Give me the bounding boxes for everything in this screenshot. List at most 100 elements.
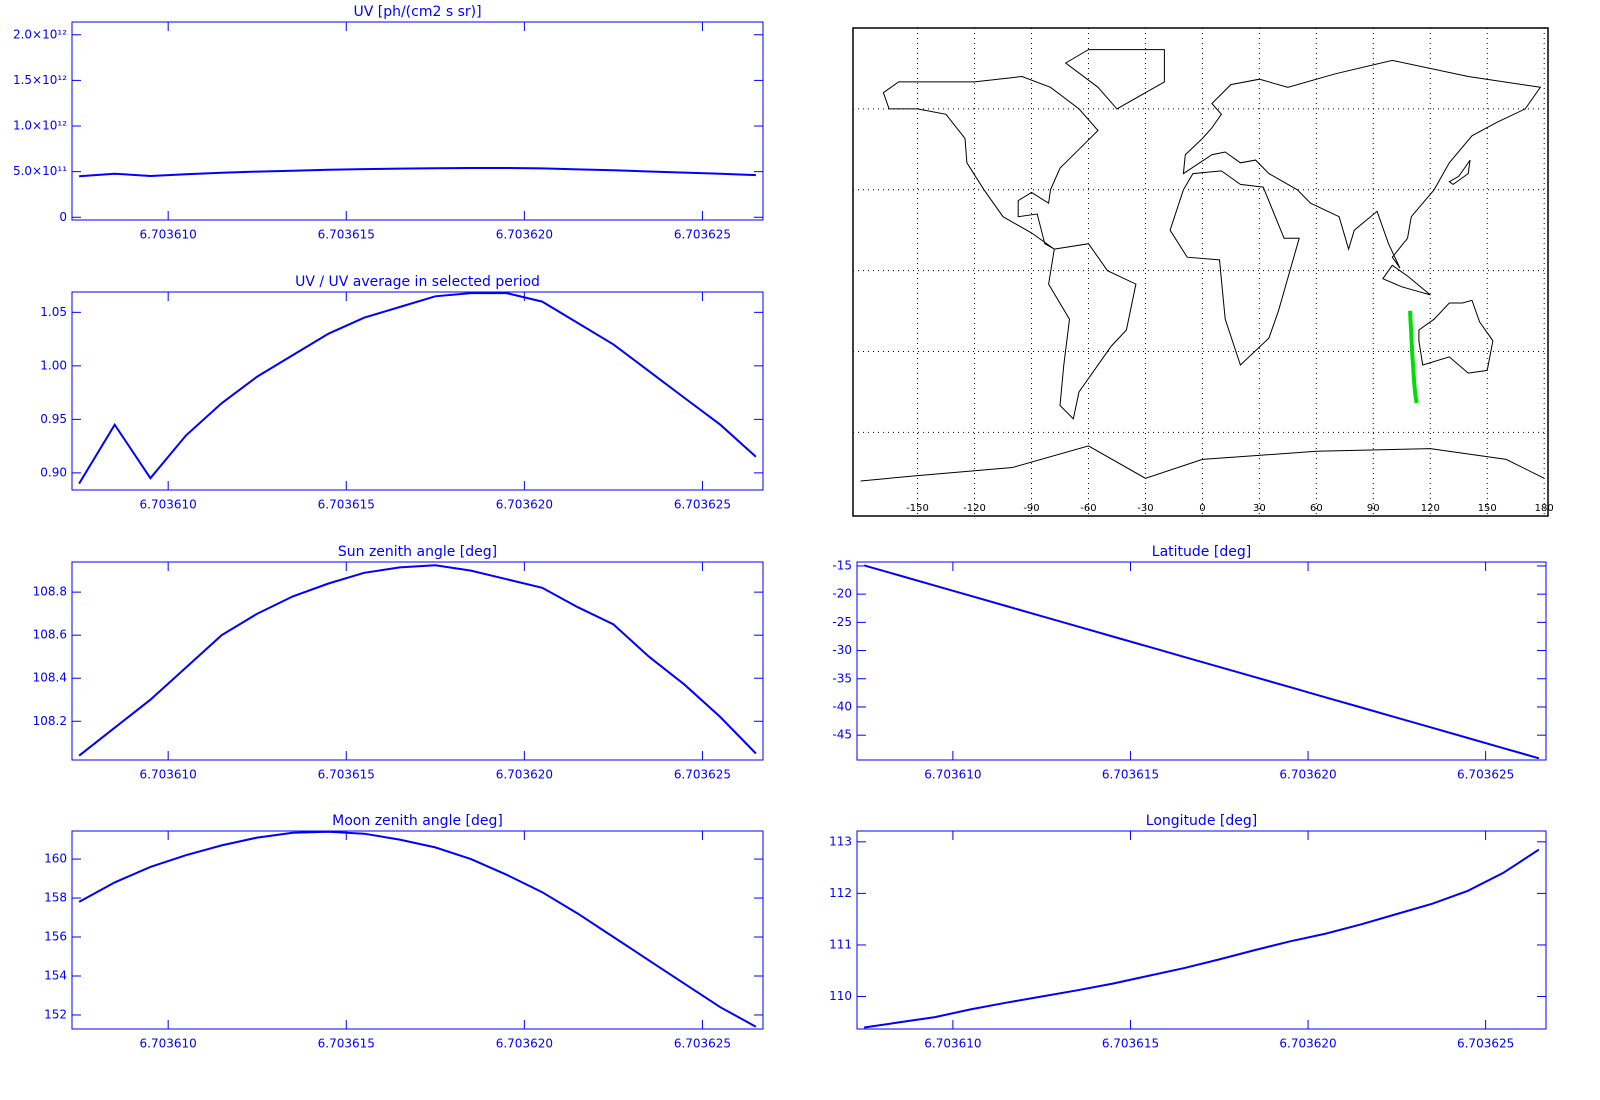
x-tick-label: -150: [906, 503, 929, 514]
data-line: [78, 564, 757, 757]
x-tick-label: 6.703615: [318, 1037, 375, 1051]
x-tick-label: 30: [1253, 503, 1266, 514]
x-tick-label: 120: [1421, 503, 1440, 514]
chart-title: Longitude [deg]: [1146, 813, 1257, 829]
x-tick-label: 6.703625: [674, 768, 731, 782]
coastline: [1448, 159, 1471, 186]
y-tick-label: 108.4: [33, 671, 67, 685]
panel: Sun zenith angle [deg] 6.703610 6.703615 6.…: [33, 544, 764, 782]
y-tick-label: 1.05: [40, 305, 67, 319]
coastline: [860, 445, 1545, 482]
y-tick-label: 5.0×10¹¹: [13, 164, 67, 178]
x-tick-label: -120: [963, 503, 986, 514]
y-tick-label: 156: [44, 930, 67, 944]
plot-frame: [71, 561, 764, 761]
x-tick-label: 6.703620: [496, 1037, 553, 1051]
y-tick-label: 154: [44, 968, 67, 982]
y-tick-label: 112: [829, 886, 852, 900]
panel: UV / UV average in selected period 6.7036…: [40, 274, 764, 512]
y-tick-label: 160: [44, 852, 67, 866]
y-tick-label: 113: [829, 834, 852, 848]
y-tick-label: 1.00: [40, 358, 67, 372]
y-tick-label: 1.5×10¹²: [13, 73, 67, 87]
y-tick-label: -40: [832, 699, 852, 713]
x-tick-label: 6.703615: [1102, 768, 1159, 782]
y-tick-label: 108.8: [33, 585, 67, 599]
y-tick-label: 2.0×10¹²: [13, 27, 67, 41]
x-tick-label: 6.703615: [318, 498, 375, 512]
x-tick-label: 6.703610: [924, 1037, 981, 1051]
y-tick-label: 108.2: [33, 714, 67, 728]
panel: -150 -120 -90 -60 -30 0 30 60 90 120 150 180: [852, 27, 1554, 517]
plot-frame: [71, 21, 764, 221]
map-frame: [852, 27, 1549, 517]
y-tick-label: -30: [832, 643, 852, 657]
data-line: [863, 564, 1540, 760]
y-tick-label: -45: [832, 728, 852, 742]
x-tick-label: 6.703625: [674, 1037, 731, 1051]
y-tick-label: 111: [829, 937, 852, 951]
panel: UV [ph/(cm2 s sr)] 6.703610 6.703615 6.7036…: [13, 4, 764, 242]
coastline: [1064, 49, 1165, 110]
x-tick-label: 60: [1310, 503, 1323, 514]
y-tick-label: -35: [832, 671, 852, 685]
x-tick-label: 6.703625: [674, 498, 731, 512]
x-tick-label: 6.703615: [318, 768, 375, 782]
x-tick-label: 6.703620: [496, 498, 553, 512]
y-tick-label: 0: [59, 210, 67, 224]
plot-frame: [71, 291, 764, 491]
plot-frame: [71, 830, 764, 1030]
chart-title: UV [ph/(cm2 s sr)]: [353, 4, 481, 20]
plot-frame: [856, 830, 1547, 1030]
y-tick-label: 1.0×10¹²: [13, 119, 67, 133]
x-tick-label: 6.703610: [140, 228, 197, 242]
x-tick-label: 90: [1367, 503, 1380, 514]
data-line: [863, 848, 1540, 1029]
x-tick-label: 6.703615: [1102, 1037, 1159, 1051]
y-tick-label: -15: [832, 558, 852, 572]
x-tick-label: 6.703615: [318, 228, 375, 242]
x-tick-label: 6.703610: [924, 768, 981, 782]
x-tick-label: 6.703620: [1279, 768, 1336, 782]
coastline: [1169, 170, 1300, 366]
x-tick-label: -60: [1080, 503, 1096, 514]
y-tick-label: 110: [829, 989, 852, 1003]
coastline: [1382, 264, 1431, 296]
ground-track: [1408, 310, 1419, 404]
x-tick-label: 6.703625: [1457, 768, 1514, 782]
chart-title: Moon zenith angle [deg]: [332, 813, 503, 829]
plot-frame: [856, 561, 1547, 761]
y-tick-label: -20: [832, 587, 852, 601]
coastline: [1418, 299, 1494, 374]
chart-title: Sun zenith angle [deg]: [338, 544, 497, 560]
x-tick-label: 6.703620: [496, 768, 553, 782]
x-tick-label: -30: [1137, 503, 1153, 514]
panel: Moon zenith angle [deg] 6.703610 6.703615 6…: [44, 813, 764, 1051]
x-tick-label: -90: [1023, 503, 1039, 514]
y-tick-label: 108.6: [33, 628, 67, 642]
chart-title: Latitude [deg]: [1152, 544, 1251, 560]
panel: Longitude [deg] 6.703610 6.703615 6.703620 6…: [829, 813, 1547, 1051]
x-tick-label: 6.703610: [140, 498, 197, 512]
coastline: [882, 75, 1099, 250]
x-tick-label: 6.703620: [1279, 1037, 1336, 1051]
x-tick-label: 6.703625: [1457, 1037, 1514, 1051]
coastline: [1048, 243, 1137, 420]
x-tick-label: 6.703625: [674, 228, 731, 242]
x-tick-label: 6.703620: [496, 228, 553, 242]
x-tick-label: 6.703610: [140, 768, 197, 782]
x-tick-label: 0: [1199, 503, 1205, 514]
coastline: [1182, 59, 1542, 269]
data-line: [79, 167, 756, 178]
x-tick-label: 6.703610: [140, 1037, 197, 1051]
y-tick-label: -25: [832, 615, 852, 629]
y-tick-label: 158: [44, 891, 67, 905]
y-tick-label: 0.90: [40, 465, 67, 479]
y-tick-label: 152: [44, 1007, 67, 1021]
x-tick-label: 150: [1478, 503, 1497, 514]
x-tick-label: 180: [1535, 503, 1554, 514]
data-line: [78, 292, 757, 485]
panel: Latitude [deg] 6.703610 6.703615 6.703620 6.…: [832, 544, 1547, 782]
